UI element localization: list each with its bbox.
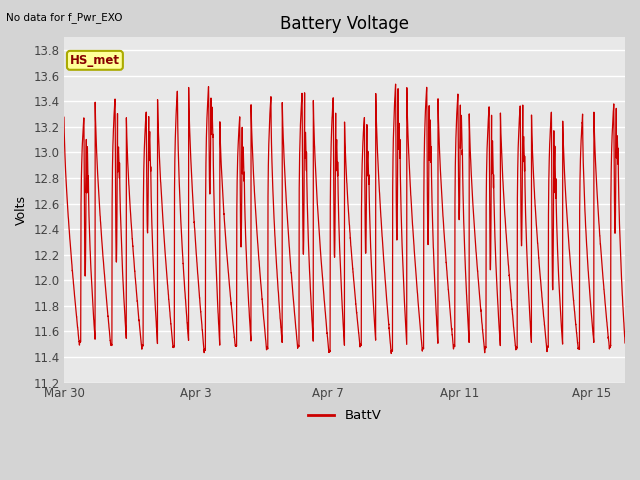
Y-axis label: Volts: Volts: [15, 195, 28, 225]
Text: HS_met: HS_met: [70, 54, 120, 67]
Title: Battery Voltage: Battery Voltage: [280, 15, 409, 33]
Legend: BattV: BattV: [302, 404, 387, 428]
Text: No data for f_Pwr_EXO: No data for f_Pwr_EXO: [6, 12, 123, 23]
